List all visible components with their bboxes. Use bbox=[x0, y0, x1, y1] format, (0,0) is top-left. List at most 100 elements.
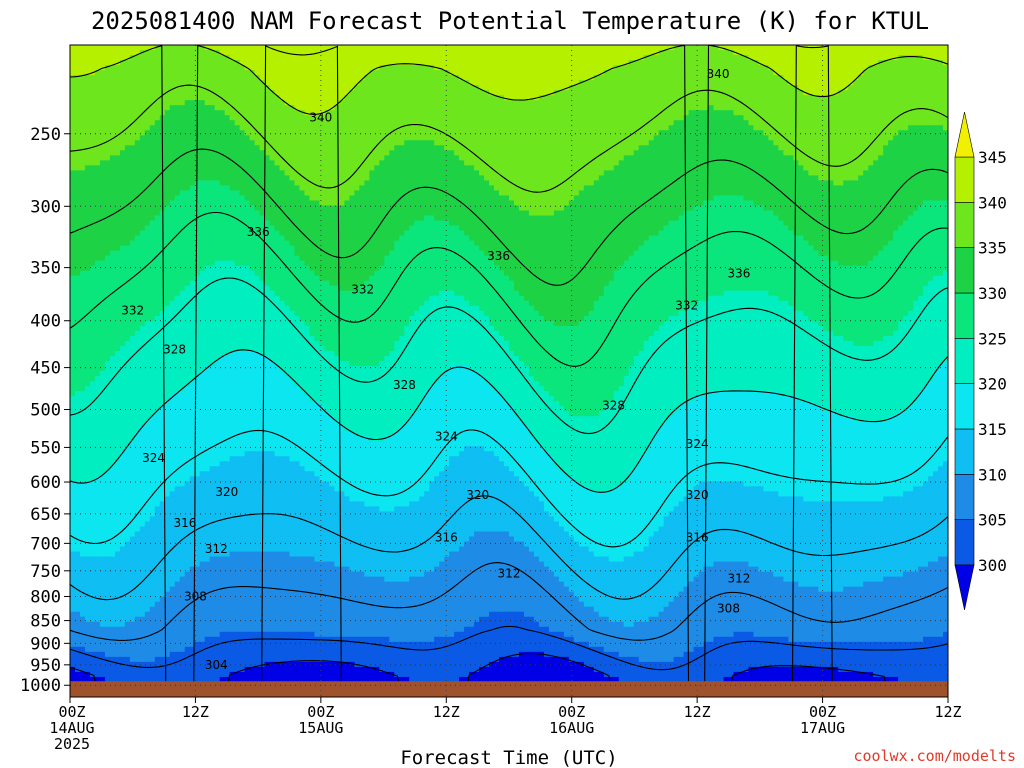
colorbar-bin bbox=[954, 383, 975, 430]
contour-label: 328 bbox=[393, 378, 416, 392]
x-tick-label: 17AUG bbox=[800, 719, 845, 737]
contour-label: 328 bbox=[602, 399, 625, 413]
contour-line-328 bbox=[70, 211, 948, 367]
contour-label: 316 bbox=[435, 531, 458, 545]
x-tick-label: 12Z bbox=[934, 703, 961, 721]
colorbar-label: 305 bbox=[978, 511, 1007, 530]
y-tick-label: 1000 bbox=[20, 676, 61, 696]
contour-label: 336 bbox=[727, 266, 750, 280]
y-tick-label: 600 bbox=[30, 473, 61, 493]
contour-line-320 bbox=[70, 349, 948, 493]
credit-text: coolwx.com/modelts bbox=[853, 747, 1016, 765]
colorbar-bin bbox=[954, 428, 975, 475]
contour-line-324 bbox=[70, 277, 948, 435]
colorbar-bin bbox=[954, 292, 975, 339]
contour-label: 332 bbox=[675, 299, 698, 313]
y-tick-label: 550 bbox=[30, 438, 61, 458]
contour-label: 324 bbox=[686, 437, 709, 451]
contour-lines-layer bbox=[70, 45, 948, 697]
colorbar-bin bbox=[954, 156, 975, 203]
colorbar: 300 305 310 315 320 325 330 335 340 345 bbox=[954, 111, 1007, 611]
contour-line-300 bbox=[70, 652, 948, 697]
colorbar-label: 340 bbox=[978, 193, 1007, 212]
contour-line-304 bbox=[70, 625, 948, 671]
y-tick-label: 800 bbox=[30, 587, 61, 607]
contour-label: 336 bbox=[247, 225, 270, 239]
x-tick-label: 00Z bbox=[809, 703, 836, 721]
contour-line-332 bbox=[70, 148, 948, 286]
x-tick-label: 00Z bbox=[58, 703, 85, 721]
contour-label: 308 bbox=[184, 589, 207, 603]
contour-label: 340 bbox=[707, 67, 730, 81]
y-tick-label: 300 bbox=[30, 197, 61, 217]
y-tick-label: 950 bbox=[30, 656, 61, 676]
x-tick-label: 12Z bbox=[182, 703, 209, 721]
colorbar-label: 320 bbox=[978, 375, 1007, 394]
colorbar-label: 315 bbox=[978, 420, 1007, 439]
y-tick-label: 400 bbox=[30, 312, 61, 332]
x-tick-label: 12Z bbox=[684, 703, 711, 721]
x-tick-label: 16AUG bbox=[549, 719, 594, 737]
x-tick-label: 12Z bbox=[433, 703, 460, 721]
x-tick-label: 00Z bbox=[558, 703, 585, 721]
colorbar-label: 300 bbox=[978, 556, 1007, 575]
contour-label: 316 bbox=[686, 531, 709, 545]
y-tick-label: 500 bbox=[30, 401, 61, 421]
contour-label: 324 bbox=[142, 451, 165, 465]
contour-label: 332 bbox=[121, 304, 144, 318]
colorbar-max-arrow bbox=[954, 111, 975, 158]
colorbar-label: 330 bbox=[978, 284, 1007, 303]
x-tick-label: 15AUG bbox=[298, 719, 343, 737]
y-tick-label: 650 bbox=[30, 505, 61, 525]
contour-label: 312 bbox=[727, 572, 750, 586]
contour-line-336 bbox=[70, 84, 948, 193]
y-tick-label: 750 bbox=[30, 562, 61, 582]
y-tick-label: 900 bbox=[30, 634, 61, 654]
colorbar-min-arrow bbox=[954, 564, 975, 611]
x-tick-label: 2025 bbox=[54, 735, 90, 753]
contour-label: 320 bbox=[686, 488, 709, 502]
colorbar-bin bbox=[954, 474, 975, 520]
colorbar-bin bbox=[954, 247, 975, 294]
ground-fill bbox=[70, 681, 948, 697]
contour-label: 336 bbox=[487, 249, 510, 263]
chart-title: 2025081400 NAM Forecast Potential Temper… bbox=[91, 7, 929, 35]
colorbar-bin bbox=[954, 202, 975, 248]
contour-label: 324 bbox=[435, 429, 458, 443]
color-fill-layer bbox=[70, 45, 948, 697]
contour-label: 316 bbox=[174, 516, 197, 530]
contour-label: 340 bbox=[309, 111, 332, 125]
colorbar-bin bbox=[954, 338, 975, 384]
y-tick-label: 700 bbox=[30, 534, 61, 554]
x-tick-label: 00Z bbox=[307, 703, 334, 721]
y-tick-label: 450 bbox=[30, 359, 61, 379]
contour-label: 312 bbox=[205, 542, 228, 556]
x-tick-label: 14AUG bbox=[49, 719, 94, 737]
contour-line-308 bbox=[70, 562, 948, 641]
y-tick-label: 350 bbox=[30, 259, 61, 279]
contour-line-316 bbox=[70, 429, 948, 548]
colorbar-label: 310 bbox=[978, 465, 1007, 484]
colorbar-label: 335 bbox=[978, 239, 1007, 258]
plot-frame bbox=[69, 44, 949, 698]
contour-label: 332 bbox=[351, 283, 374, 297]
colorbar-label: 325 bbox=[978, 329, 1007, 348]
contour-labels: 340 340 336 336 336 332 332 332 328 328 328 324 324 3… bbox=[121, 67, 750, 672]
contour-line-344 bbox=[70, 45, 948, 697]
contour-label: 328 bbox=[163, 343, 186, 357]
colorbar-label: 345 bbox=[978, 148, 1007, 167]
contour-line-312 bbox=[70, 495, 948, 601]
contour-label: 308 bbox=[717, 602, 740, 616]
ground-layer bbox=[70, 681, 948, 697]
y-axis: 2503003504004505005506006507007508008509… bbox=[20, 125, 70, 696]
x-axis-label: Forecast Time (UTC) bbox=[400, 747, 617, 768]
contour-label: 320 bbox=[466, 488, 489, 502]
contour-label: 304 bbox=[205, 658, 228, 672]
y-tick-label: 850 bbox=[30, 612, 61, 632]
colorbar-bin bbox=[954, 519, 975, 566]
contour-label: 312 bbox=[498, 566, 521, 580]
y-tick-label: 250 bbox=[30, 125, 61, 145]
contour-label: 320 bbox=[215, 485, 238, 499]
